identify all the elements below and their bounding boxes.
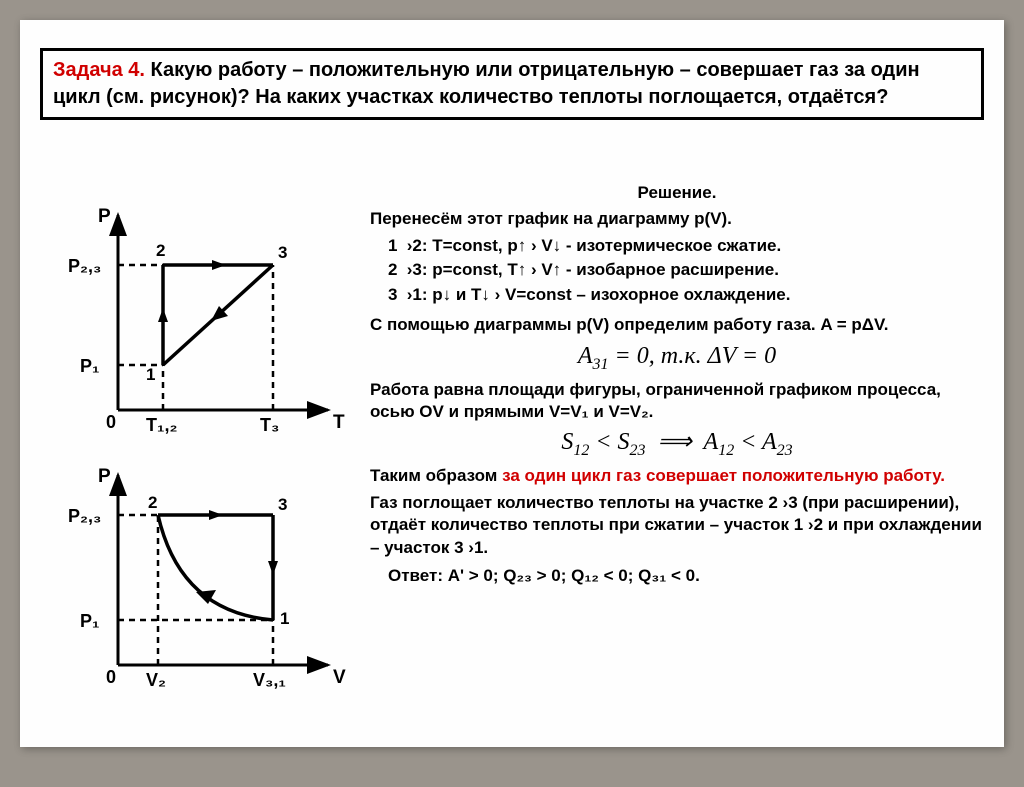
answer-line: Ответ: A' > 0; Q₂₃ > 0; Q₁₂ < 0; Q₃₁ < 0… — [370, 565, 984, 587]
solution-column: Решение. Перенесём этот график на диагра… — [370, 182, 984, 588]
pv-xlabel-0: V₂ — [146, 670, 166, 690]
pv-xaxis-label: V — [333, 667, 346, 688]
pv-point-3: 3 — [278, 495, 287, 514]
pv-point-2: 2 — [148, 493, 157, 512]
diagram-pv: P V 0 P₂,₃ P₁ V₂ V₃,₁ 1 2 3 — [48, 460, 348, 710]
formula-s12-s23: S12 < S23 ⟹ A12 < A23 — [370, 427, 984, 461]
pv-point-1: 1 — [280, 609, 289, 628]
pt-xaxis-label: T — [333, 412, 345, 433]
conclusion: Таким образом за один цикл газ совершает… — [370, 465, 984, 487]
diagram-pt: P T 0 P₂,₃ P₁ T₁,₂ T₃ 1 2 3 — [48, 200, 348, 450]
para-heat: Газ поглощает количество теплоты на учас… — [370, 492, 984, 559]
pt-point-3: 3 — [278, 243, 287, 262]
pt-xlabel-0: T₁,₂ — [146, 415, 177, 435]
pt-xlabel-1: T₃ — [260, 415, 279, 435]
formula-a31: A31 = 0, т.к. ΔV = 0 — [370, 341, 984, 375]
pt-point-1: 1 — [146, 365, 155, 384]
solution-intro: Перенесём этот график на диаграмму p(V). — [370, 208, 984, 230]
step-2: 2 ›3: p=const, T↑ › V↑ - изобарное расши… — [370, 259, 984, 281]
pv-yaxis-label: P — [98, 466, 111, 487]
pv-xlabel-1: V₃,₁ — [253, 670, 286, 690]
solution-heading: Решение. — [370, 182, 984, 204]
step-3: 3 ›1: p↓ и T↓ › V=const – изохорное охла… — [370, 284, 984, 306]
pv-ylabel-0: P₂,₃ — [68, 506, 101, 526]
pv-ylabel-1: P₁ — [80, 611, 99, 631]
step-1: 1 ›2: T=const, p↑ › V↓ - изотермическое … — [370, 235, 984, 257]
pt-ylabel-1: P₁ — [80, 356, 99, 376]
para-work-definition: С помощью диаграммы p(V) определим работ… — [370, 314, 984, 336]
pt-ylabel-0: P₂,₃ — [68, 256, 101, 276]
problem-text: Какую работу – положительную или отрицат… — [53, 59, 920, 108]
problem-title: Задача 4. — [53, 59, 145, 81]
pv-origin: 0 — [106, 667, 116, 687]
problem-statement: Задача 4. Какую работу – положительную и… — [40, 48, 984, 120]
pt-point-2: 2 — [156, 241, 165, 260]
pt-origin: 0 — [106, 412, 116, 432]
conclusion-highlight: за один цикл газ совершает положительную… — [502, 466, 945, 485]
pt-yaxis-label: P — [98, 206, 111, 227]
process-steps: 1 ›2: T=const, p↑ › V↓ - изотермическое … — [370, 235, 984, 306]
para-area: Работа равна площади фигуры, ограниченно… — [370, 379, 984, 424]
diagrams-column: P T 0 P₂,₃ P₁ T₁,₂ T₃ 1 2 3 — [48, 200, 358, 710]
